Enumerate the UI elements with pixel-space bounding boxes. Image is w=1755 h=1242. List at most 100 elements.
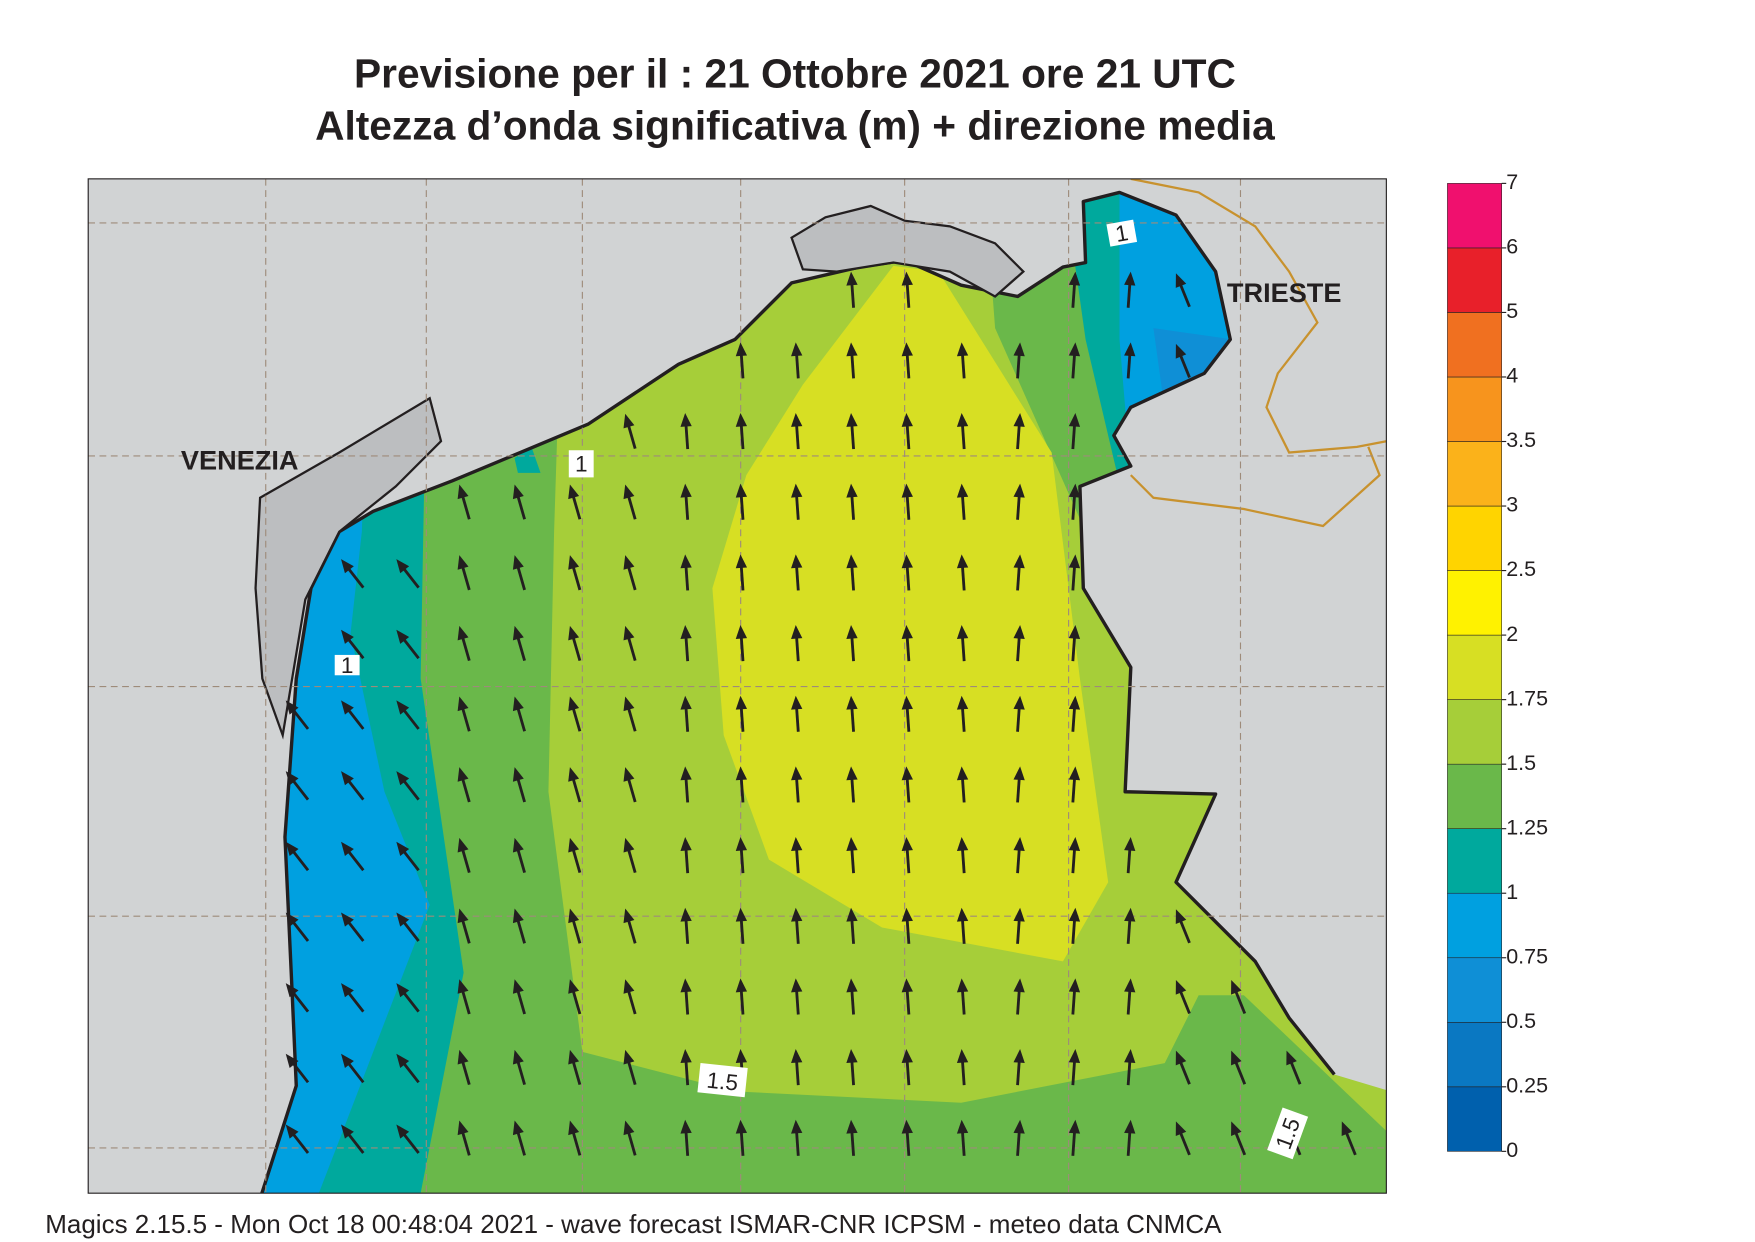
arrow-head [285,912,299,927]
arrow-head [285,983,299,998]
arrow-shaft [1233,987,1247,1015]
arrow [1013,766,1025,803]
colorbar-band [1447,570,1502,636]
colorbar-label: 0.75 [1506,944,1548,968]
arrow-shaft [515,1058,526,1086]
colorbar-label: 6 [1506,235,1518,259]
place-label: TRIESTE [1227,277,1342,308]
arrow-shaft [571,1058,582,1086]
map-frame [87,178,1387,1194]
arrow-head [901,271,913,286]
arrow-head [956,695,969,710]
arrow [846,837,858,874]
arrow [901,271,913,308]
arrow-shaft [345,706,365,730]
arrow-shaft [626,492,637,520]
colorbar-band [1447,634,1502,700]
arrow [1231,1121,1247,1156]
arrow-head [791,412,803,427]
arrow-shaft [739,633,745,662]
arrow-head [846,271,858,286]
arrow [1068,412,1081,450]
arrow [512,555,526,591]
arrow-head [568,979,580,994]
arrow-shaft [1071,563,1077,591]
arrow-head [1013,412,1025,427]
arrow-shaft [850,633,855,662]
arrow-shaft [460,1128,471,1156]
arrow [846,766,858,803]
arrow [1124,271,1136,308]
arrow [568,1049,582,1086]
arrow-shaft [960,563,966,591]
arrow [512,696,526,732]
arrow-head [341,559,354,574]
arrow [457,1049,471,1086]
arrow-head [1068,837,1081,851]
arrow-head [1013,1049,1025,1063]
arrow [1013,695,1025,732]
colorbar-label: 2 [1506,622,1518,646]
arrow-head [1124,837,1136,851]
contour-labels: 1.5 1 1 1 1.5 [334,219,1309,1160]
arrow-head [901,766,913,781]
arrow [1013,554,1025,591]
arrow-shaft [1178,1058,1191,1085]
arrow [680,978,692,1015]
arrow-head [680,412,692,427]
colorbar-band [1447,699,1502,765]
arrow-head [791,1049,803,1063]
arrow [956,625,969,662]
arrow [735,695,748,732]
arrow-shaft [684,421,690,450]
arrow-shaft [515,1128,526,1156]
arrow-head [396,771,410,786]
arrow [901,978,913,1015]
contour-label-bg [1267,1107,1309,1160]
arrow [791,483,803,520]
colorbar-label: 0.5 [1506,1009,1536,1033]
arrow [735,766,748,803]
arrow-head [623,484,635,500]
arrow-head [285,1124,299,1139]
arrow [680,625,692,662]
arrow-head [512,1049,524,1065]
arrow-head [680,554,692,569]
arrow [512,979,526,1015]
arrow [1013,1119,1025,1156]
arrow-head [1068,483,1081,498]
arrow [680,1119,692,1156]
arrow-head [623,555,635,570]
arrow [623,625,637,662]
arrow [285,1124,310,1154]
arrow-head [1175,1121,1187,1137]
arrow [901,695,913,732]
arrow [1175,343,1191,378]
arrow-head [735,342,748,357]
arrow-head [956,342,969,357]
arrow [396,841,420,872]
arrow-head [623,767,635,782]
arrow [680,837,692,874]
arrow [285,1053,310,1084]
arrow-head [512,767,524,782]
arrow-shaft [400,1130,420,1154]
arrow-head [457,484,469,500]
arrow [623,1049,637,1086]
arrow-shaft [400,1060,420,1084]
arrow [901,837,913,874]
colorbar-band [1447,1086,1502,1152]
arrow-shaft [345,1060,365,1084]
arrow-shaft [1016,421,1021,450]
arrow [396,629,420,660]
arrow [512,767,526,803]
arrow-head [791,695,803,710]
arrow-head [1286,1050,1297,1066]
arrow-shaft [626,916,637,944]
arrow-head [396,700,410,715]
arrow [568,908,582,944]
arrow-head [512,979,524,994]
arrow [1068,907,1081,944]
arrow [846,695,858,732]
